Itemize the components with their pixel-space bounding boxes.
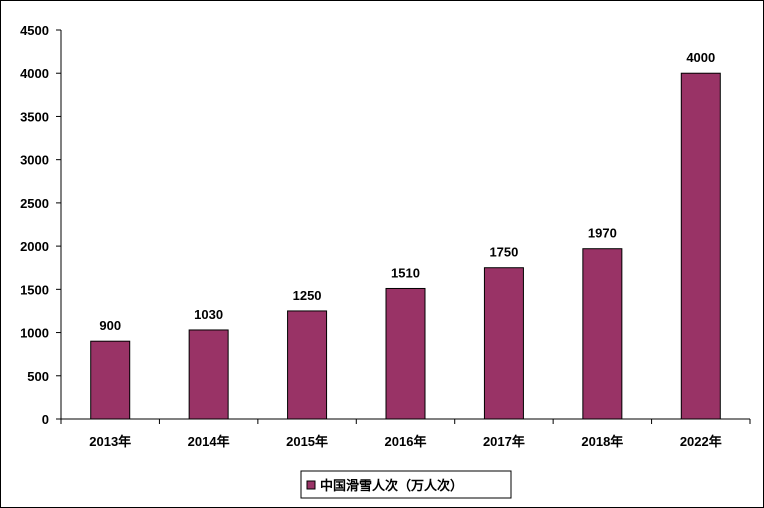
y-tick-label: 3000 bbox=[20, 153, 49, 168]
bar bbox=[582, 248, 623, 420]
y-tick-label: 1500 bbox=[20, 282, 49, 297]
x-tick-label: 2015年 bbox=[286, 434, 328, 449]
bar bbox=[90, 340, 131, 420]
legend-label: 中国滑雪人次（万人次） bbox=[320, 478, 463, 494]
data-label: 1750 bbox=[489, 245, 518, 260]
bar bbox=[188, 329, 229, 420]
legend-swatch bbox=[306, 480, 316, 490]
data-label: 900 bbox=[99, 318, 121, 333]
y-tick-label: 4500 bbox=[20, 23, 49, 38]
y-tick-label: 0 bbox=[42, 412, 49, 427]
x-tick-label: 2014年 bbox=[188, 434, 230, 449]
legend-box bbox=[300, 470, 512, 499]
x-tick-label: 2017年 bbox=[483, 434, 525, 449]
bar bbox=[287, 310, 328, 420]
data-label: 4000 bbox=[686, 50, 715, 65]
x-tick-label: 2016年 bbox=[385, 434, 427, 449]
y-tick-label: 4000 bbox=[20, 66, 49, 81]
bar bbox=[680, 72, 721, 420]
x-tick-label: 2018年 bbox=[581, 434, 623, 449]
y-tick-label: 2000 bbox=[20, 239, 49, 254]
data-label: 1970 bbox=[588, 226, 617, 241]
data-label: 1030 bbox=[194, 307, 223, 322]
y-tick-label: 1000 bbox=[20, 326, 49, 341]
data-label: 1250 bbox=[293, 288, 322, 303]
bar bbox=[483, 267, 524, 420]
bar bbox=[385, 287, 426, 420]
data-label: 1510 bbox=[391, 265, 420, 280]
y-tick-label: 3500 bbox=[20, 109, 49, 124]
x-tick-label: 2022年 bbox=[680, 434, 722, 449]
x-tick-label: 2013年 bbox=[89, 434, 131, 449]
y-tick-label: 500 bbox=[27, 369, 49, 384]
y-tick-label: 2500 bbox=[20, 196, 49, 211]
